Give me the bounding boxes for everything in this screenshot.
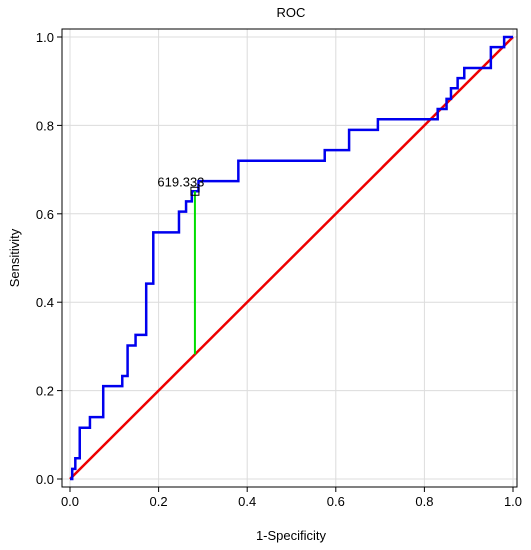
x-tick-label: 0.6 <box>327 494 345 509</box>
y-tick-label: 0.6 <box>36 207 54 222</box>
cutoff-label: 619.333 <box>157 174 204 189</box>
y-tick-label: 0.2 <box>36 384 54 399</box>
x-tick-label: 0.2 <box>150 494 168 509</box>
series-layer <box>69 35 514 481</box>
x-tick-label: 0.4 <box>238 494 256 509</box>
plot-frame <box>61 28 518 488</box>
roc-curve-line <box>70 35 513 481</box>
reference-diagonal-line <box>69 36 514 480</box>
y-axis-label: Sensitivity <box>7 228 22 287</box>
cutoff-point-marker <box>190 186 200 196</box>
x-axis-label: 1-Specificity <box>256 528 327 543</box>
axis-ticks: 0.0 0.2 0.4 0.6 0.8 1.0 0.0 0.2 0.4 0.6 0.8 1.0 <box>36 30 522 509</box>
y-tick-label: 0.8 <box>36 118 54 133</box>
y-tick-label: 0.0 <box>36 472 54 487</box>
x-tick-label: 0.8 <box>415 494 433 509</box>
y-tick-label: 1.0 <box>36 30 54 45</box>
y-tick-label: 0.4 <box>36 295 54 310</box>
chart-title: ROC <box>277 5 306 20</box>
x-tick-label: 0.0 <box>61 494 79 509</box>
x-tick-label: 1.0 <box>504 494 522 509</box>
annotation-layer: 619.333 <box>157 174 204 355</box>
grid-lines <box>62 29 517 487</box>
